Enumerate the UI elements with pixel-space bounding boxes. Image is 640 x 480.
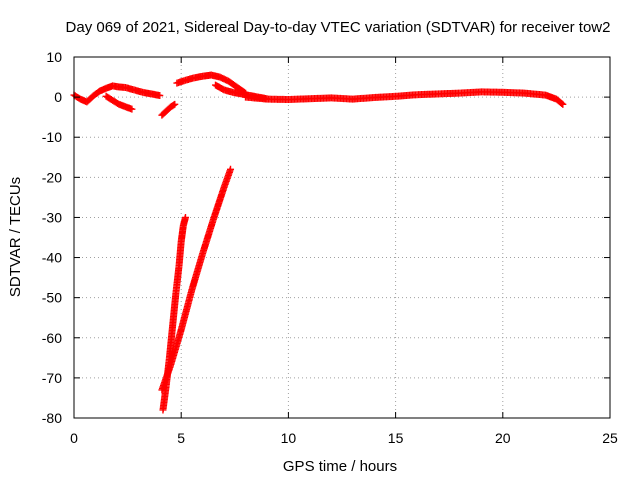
y-tick-label: -10 (42, 129, 62, 145)
tick-layer: 0 5 10 15 20 25 10 0 -10 -20 -30 -40 -50 -60 -70 -80 (42, 49, 618, 446)
series-band-2-4 (113, 83, 164, 100)
y-tick-label: -80 (42, 410, 62, 426)
x-tick-label: 20 (495, 430, 511, 446)
series-branch-down (102, 92, 136, 113)
data-point-trail (71, 82, 119, 105)
data-point-trail (174, 71, 248, 96)
x-axis-label: GPS time / hours (283, 458, 397, 475)
x-tick-label: 5 (177, 430, 185, 446)
y-tick-label: -40 (42, 250, 62, 266)
plot-frame (73, 56, 611, 419)
y-tick-label: -70 (42, 370, 62, 386)
data-point-trail (159, 101, 178, 118)
series-gap-segment (158, 100, 179, 119)
data-point-trail (243, 88, 566, 107)
chart-title: Day 069 of 2021, Sidereal Day-to-day VTE… (66, 19, 611, 36)
y-tick-label: -20 (42, 169, 62, 185)
y-axis-label: SDTVAR / TECUs (7, 177, 24, 297)
grid-layer (74, 57, 610, 418)
data-point-trail (103, 93, 135, 113)
y-tick-label: -60 (42, 330, 62, 346)
data-point-trail (158, 167, 234, 392)
x-tick-label: 0 (70, 430, 78, 446)
x-tick-label: 10 (281, 430, 297, 446)
data-layer (70, 71, 567, 414)
data-point-trail (114, 83, 162, 99)
series-band-8-23 (242, 88, 567, 108)
y-tick-label: 0 (54, 89, 62, 105)
y-tick-label: -50 (42, 290, 62, 306)
x-tick-label: 15 (388, 430, 404, 446)
y-tick-label: -30 (42, 209, 62, 225)
series-descent-long (158, 165, 235, 394)
series-band-5-8 (173, 71, 250, 97)
x-tick-label: 25 (602, 430, 618, 446)
y-tick-label: 10 (46, 49, 62, 65)
